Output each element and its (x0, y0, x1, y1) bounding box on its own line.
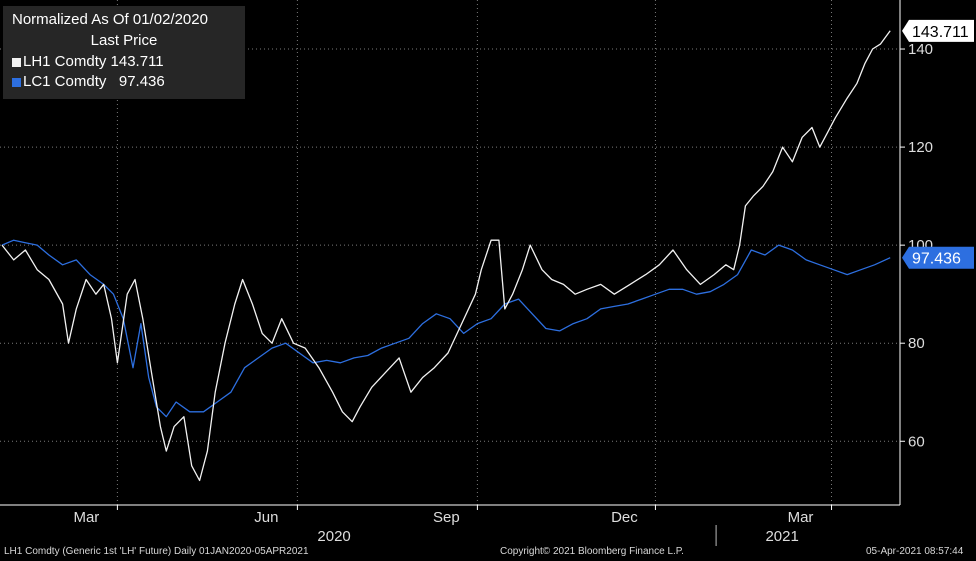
legend-swatch-lh1 (12, 57, 21, 67)
last-value-tag-text: 143.711 (912, 24, 969, 41)
y-tick-label: 80 (908, 335, 925, 352)
last-value-tag-lh1: 143.711 (902, 19, 974, 42)
legend-label-lc1: LC1 Comdty 97.436 (23, 73, 165, 90)
legend-label-lh1: LH1 Comdty 143.711 (23, 53, 164, 70)
x-tick-label: Sep (433, 509, 460, 526)
series-lines (1, 30, 891, 482)
last-value-tags: 143.711 97.436 (902, 19, 974, 269)
last-value-tag-lc1: 97.436 (902, 246, 974, 269)
y-tick-label: 120 (908, 139, 933, 156)
legend-item-lh1: LH1 Comdty 143.711 (12, 52, 164, 72)
footer-copyright: Copyright© 2021 Bloomberg Finance L.P. (500, 546, 684, 557)
legend-item-lc1: LC1 Comdty 97.436 (12, 72, 165, 92)
legend-title: Normalized As Of 01/02/2020 (12, 11, 208, 28)
last-value-tag-bg (902, 19, 974, 42)
x-tick-label: Jun (254, 509, 278, 526)
x-tick-label: Mar (788, 509, 814, 526)
series-line-lc1 (1, 239, 891, 418)
x-tick-label: Mar (73, 509, 99, 526)
y-tick-label: 140 (908, 41, 933, 58)
legend-swatch-lc1 (12, 77, 21, 87)
footer-timestamp: 05-Apr-2021 08:57:44 (866, 546, 964, 557)
last-value-tag-bg (902, 246, 974, 269)
y-tick-label: 60 (908, 433, 925, 450)
year-label: 2021 (765, 528, 798, 545)
legend-subtitle: Last Price (90, 32, 158, 49)
x-tick-label: Dec (611, 509, 638, 526)
year-label: 2020 (317, 528, 350, 545)
last-value-tag-text: 97.436 (912, 251, 961, 268)
legend: Normalized As Of 01/02/2020 Last Price L… (3, 6, 245, 99)
footer-description: LH1 Comdty (Generic 1st 'LH' Future) Dai… (4, 546, 309, 557)
series-line-lh1 (1, 30, 891, 482)
